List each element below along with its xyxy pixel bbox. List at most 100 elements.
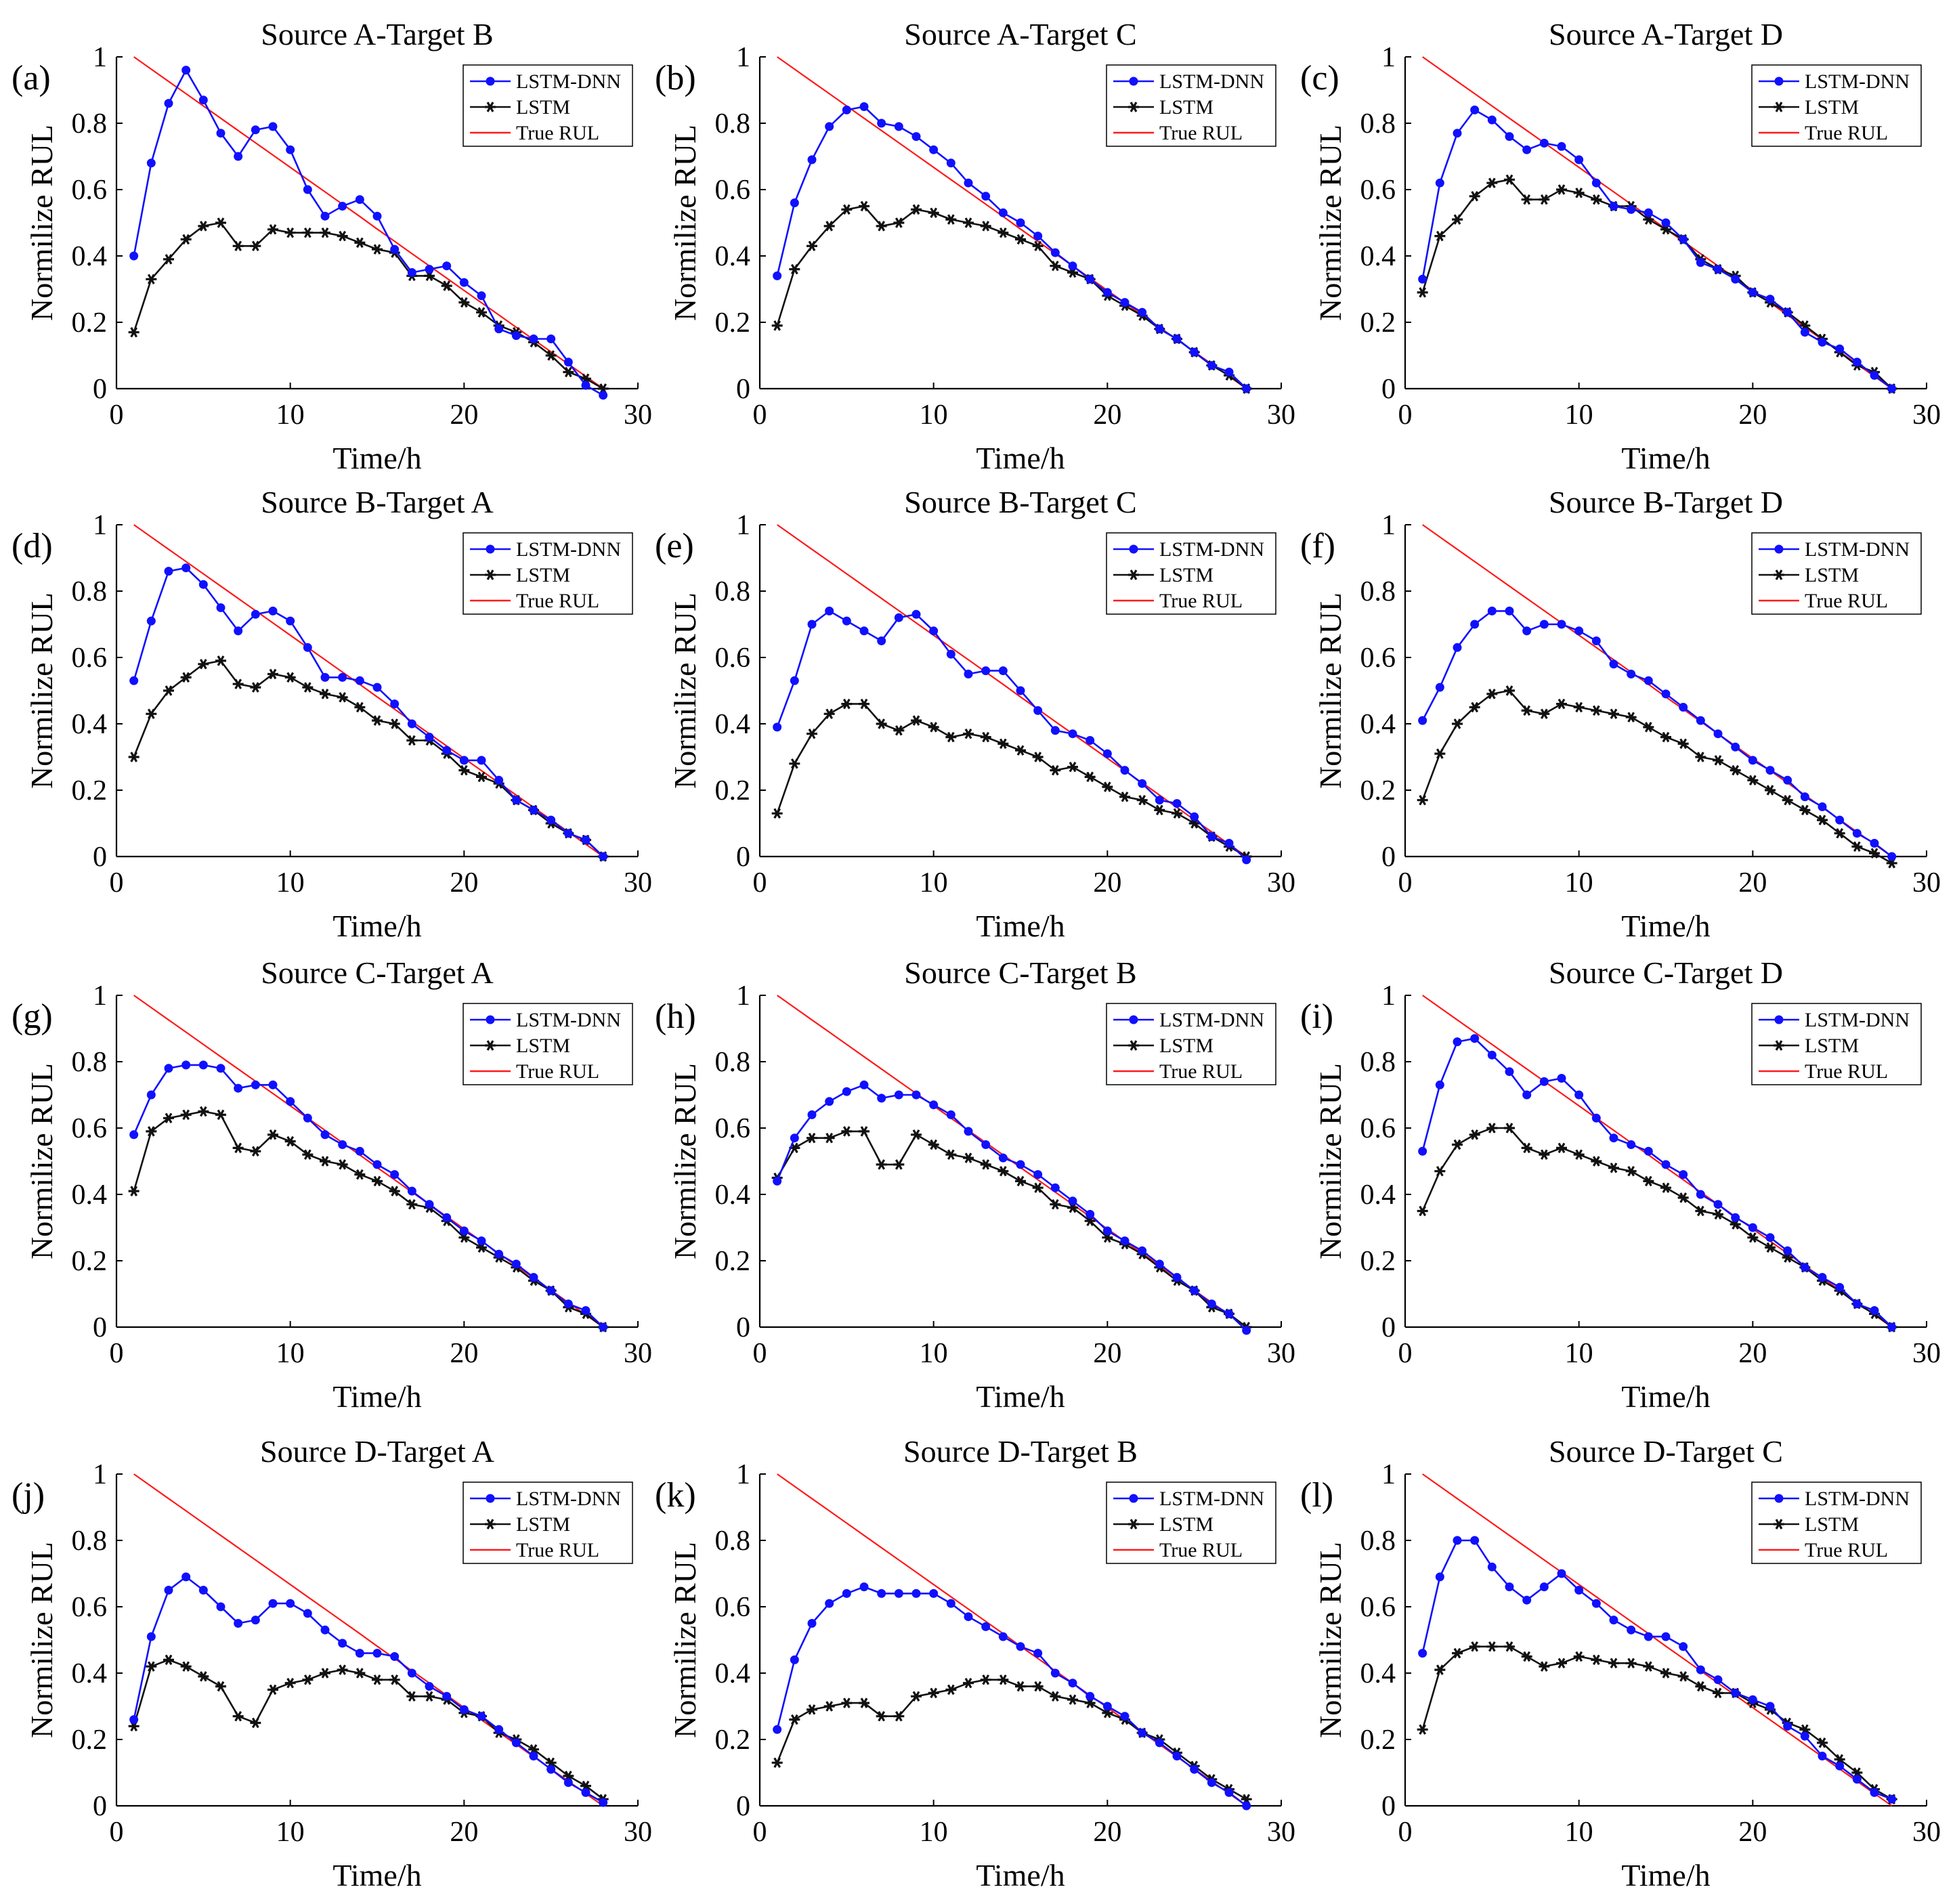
lstm-point — [1695, 1205, 1706, 1217]
lstm-dnn-point — [1102, 1226, 1112, 1236]
lstm-dnn-point — [198, 1586, 208, 1595]
lstm-point — [485, 102, 496, 112]
lstm-dnn-point — [251, 609, 260, 619]
y-tick-label: 1 — [736, 510, 750, 541]
lstm-dnn-point — [372, 1649, 382, 1658]
chart-panel: Source B-Target D(f)00.20.40.60.810 10 20 3… — [1300, 485, 1941, 943]
lstm-point — [232, 240, 244, 252]
lstm-point — [563, 366, 574, 378]
y-axis-label: Normilize RUL — [1313, 592, 1348, 789]
lstm-dnn-point — [790, 1655, 799, 1664]
lstm-dnn-point — [1050, 1668, 1060, 1678]
y-axis-label: Normilize RUL — [668, 1542, 702, 1738]
legend-lstm: LSTM — [1759, 564, 1859, 586]
y-tick-label: 0 — [93, 374, 107, 405]
lstm-point — [1032, 1182, 1044, 1193]
lstm-dnn-line — [1421, 1539, 1893, 1800]
lstm-dnn-point — [1120, 1712, 1130, 1721]
panel-label: (k) — [655, 1476, 696, 1515]
y-tick-label: 0.2 — [715, 1246, 751, 1277]
lstm-point — [1556, 184, 1567, 195]
lstm-point — [1747, 1232, 1759, 1243]
lstm-dnn-point — [1731, 742, 1740, 752]
true-rul-line — [133, 1473, 604, 1806]
x-axis-label: Time/h — [332, 1858, 421, 1892]
lstm-dnn-point — [1713, 1675, 1723, 1685]
lstm-point — [1434, 1165, 1446, 1177]
lstm-dnn-point — [1505, 606, 1514, 615]
y-tick-label: 1 — [1381, 510, 1396, 541]
lstm-dnn-point — [825, 1097, 834, 1106]
lstm-dnn-point — [303, 1609, 312, 1618]
lstm-point — [928, 722, 939, 733]
lstm-dnn-point — [355, 195, 364, 204]
lstm-dnn-point — [320, 211, 330, 221]
lstm-dnn-point — [581, 1788, 590, 1797]
lstm-point — [1128, 569, 1139, 580]
lstm-dnn-point — [216, 1602, 225, 1611]
lstm-dnn-point — [494, 1725, 504, 1734]
lstm-dnn-point — [1435, 1572, 1444, 1582]
lstm-dnn-point — [1522, 145, 1532, 154]
lstm-dnn-point — [164, 99, 173, 108]
lstm-dnn-point — [1835, 815, 1845, 825]
x-tick-label: 10 — [276, 1338, 305, 1369]
lstm-dnn-line — [133, 1064, 604, 1328]
y-tick-label: 0.2 — [715, 307, 751, 339]
lstm-dnn-point — [529, 334, 538, 343]
legend-label: LSTM — [1159, 1513, 1213, 1536]
lstm-dnn-point — [1224, 1788, 1234, 1797]
y-tick-label: 0.8 — [1360, 108, 1396, 139]
lstm-dnn-point — [1661, 689, 1671, 699]
legend-label: LSTM-DNN — [516, 1009, 621, 1031]
lstm-dnn-point — [268, 606, 278, 615]
lstm-dnn-point — [1224, 368, 1234, 376]
legend-label: True RUL — [1159, 590, 1243, 612]
y-tick-label: 0.6 — [715, 643, 751, 674]
lstm-dnn-point — [1783, 775, 1792, 785]
lstm-dnn-point — [1765, 766, 1775, 775]
legend-lstm: LSTM — [1113, 564, 1213, 586]
lstm-dnn-point — [1086, 736, 1095, 745]
lstm-point — [146, 274, 157, 285]
lstm-point — [1677, 1192, 1689, 1203]
y-tick-label: 1 — [736, 1459, 750, 1490]
chart-legend: LSTM-DNN LSTM True RUL — [463, 532, 633, 615]
chart-panel: Source C-Target B(h)00.20.40.60.810 10 20 3… — [655, 955, 1295, 1414]
panel-label: (a) — [12, 59, 51, 98]
lstm-dnn-point — [372, 683, 382, 692]
lstm-point — [1486, 1641, 1498, 1652]
lstm-dnn-point — [1679, 1642, 1688, 1651]
y-tick-label: 0.4 — [715, 241, 751, 272]
lstm-dnn-point — [1852, 358, 1862, 367]
lstm-point — [1084, 771, 1096, 783]
lstm-point — [963, 217, 974, 228]
y-tick-label: 0 — [93, 1312, 107, 1343]
lstm-point — [1643, 1175, 1654, 1187]
legend-lstm-dnn: LSTM-DNN — [470, 1488, 621, 1510]
x-tick-label: 10 — [920, 399, 948, 431]
chart-legend: LSTM-DNN LSTM True RUL — [1106, 1003, 1276, 1085]
lstm-point — [1713, 755, 1723, 766]
lstm-point — [215, 217, 226, 228]
lstm-dnn-line — [776, 609, 1247, 861]
lstm-dnn-point — [1731, 274, 1740, 284]
y-tick-label: 0.6 — [1360, 1592, 1396, 1623]
lstm-point — [859, 200, 869, 212]
lstm-dnn-point — [1470, 1034, 1480, 1043]
x-axis-label: Time/h — [332, 441, 421, 475]
lstm-dnn-point — [1818, 1752, 1827, 1760]
lstm-dnn-point — [390, 1652, 400, 1661]
lstm-dnn-point — [998, 1153, 1008, 1163]
x-tick-label: 20 — [450, 867, 478, 899]
legend-lstm: LSTM — [470, 1513, 570, 1536]
y-tick-label: 1 — [1381, 42, 1396, 73]
lstm-point — [876, 221, 887, 232]
y-tick-label: 0 — [736, 1791, 750, 1822]
y-tick-label: 1 — [1381, 980, 1396, 1012]
lstm-point — [807, 1132, 817, 1144]
lstm-dnn-point — [1050, 1183, 1060, 1192]
chart-title: Source D-Target C — [1549, 1434, 1783, 1469]
lstm-dnn-point — [964, 1612, 973, 1622]
lstm-point — [789, 758, 800, 769]
